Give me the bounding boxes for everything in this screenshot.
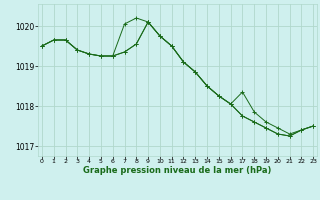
X-axis label: Graphe pression niveau de la mer (hPa): Graphe pression niveau de la mer (hPa) <box>84 166 272 175</box>
